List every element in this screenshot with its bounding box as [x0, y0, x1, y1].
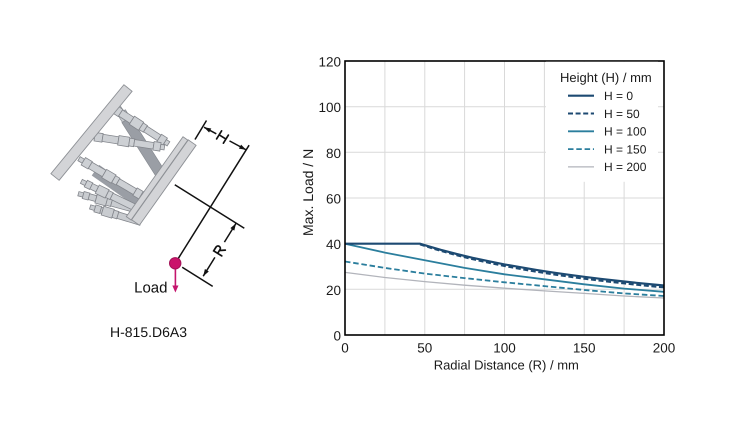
svg-text:H = 100: H = 100: [604, 125, 647, 139]
svg-text:100: 100: [318, 100, 341, 115]
svg-text:0: 0: [341, 341, 349, 356]
svg-text:150: 150: [573, 341, 596, 356]
svg-text:H = 50: H = 50: [604, 107, 640, 121]
svg-text:Max. Load / N: Max. Load / N: [300, 149, 316, 236]
svg-text:Load: Load: [134, 280, 167, 297]
svg-text:0: 0: [333, 329, 341, 344]
svg-text:H = 150: H = 150: [604, 142, 647, 156]
svg-text:Height (H) / mm: Height (H) / mm: [560, 70, 652, 85]
svg-text:80: 80: [326, 146, 341, 161]
svg-text:H = 200: H = 200: [604, 160, 647, 174]
svg-text:50: 50: [417, 341, 432, 356]
svg-text:200: 200: [653, 341, 676, 356]
svg-text:120: 120: [318, 55, 341, 70]
svg-text:20: 20: [326, 283, 341, 298]
svg-text:H = 0: H = 0: [604, 89, 633, 103]
svg-text:60: 60: [326, 192, 341, 207]
svg-text:100: 100: [493, 341, 516, 356]
svg-text:Radial Distance (R) / mm: Radial Distance (R) / mm: [434, 358, 579, 373]
svg-text:40: 40: [326, 237, 341, 252]
svg-text:H-815.D6A3: H-815.D6A3: [110, 324, 187, 340]
